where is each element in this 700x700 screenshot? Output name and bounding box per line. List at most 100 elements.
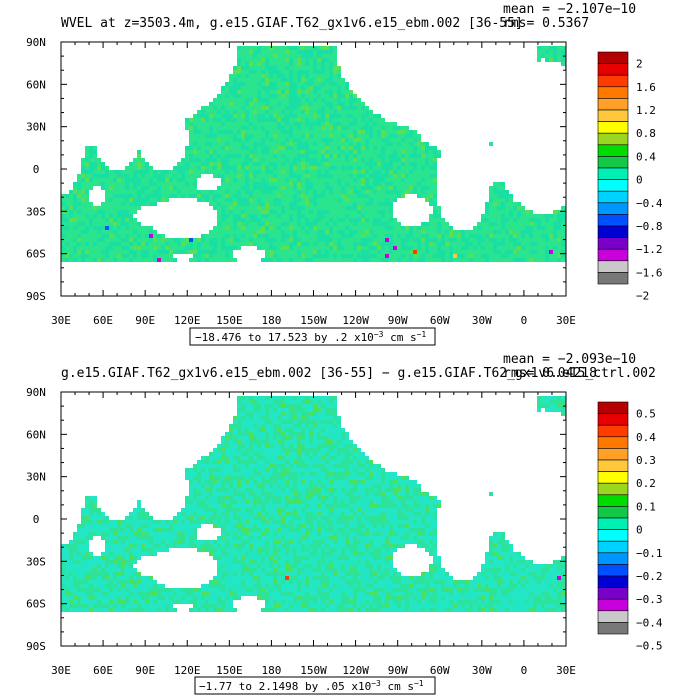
x-tick-label: 0 (521, 664, 528, 677)
y-tick-label: 0 (33, 513, 40, 526)
colorbar-swatch (597, 552, 629, 565)
colorbar-label: −0.5 (636, 640, 663, 653)
colorbar-swatch (597, 74, 629, 88)
panel-top-range-box: −18.476 to 17.523 by .2 x10−3 cm s−1 (189, 327, 436, 346)
x-tick-label: 150W (300, 664, 327, 677)
y-tick-label: 90N (26, 36, 46, 49)
panel-top-rms: rms= 0.5367 (503, 16, 589, 31)
colorbar-label: 0.3 (636, 454, 656, 467)
colorbar-label: 0.2 (636, 477, 656, 490)
x-tick-label: 150E (216, 314, 243, 327)
colorbar-label: 2 (636, 58, 643, 71)
panel-top-mean: mean = −2.107e−10 (503, 2, 636, 17)
x-tick-label: 30W (472, 664, 492, 677)
colorbar-label: −0.4 (636, 197, 663, 210)
colorbar-swatch (597, 424, 629, 438)
x-tick-label: 120E (174, 314, 201, 327)
panel-top: WVEL at z=3503.4m, g.e15.GIAF.T62_gx1v6.… (26, 2, 663, 346)
panel-bottom-mean: mean = −2.093e−10 (503, 352, 636, 367)
panel-top-colorbar: 2 1.6 1.2 0.8 0.4 0 −0.4 −0.8 −1.2 −1.6 −2 (597, 51, 663, 303)
colorbar-label: −0.3 (636, 593, 663, 606)
y-tick-label: 60N (26, 428, 46, 441)
x-tick-label: 90E (135, 314, 155, 327)
y-tick-label: 60S (26, 598, 46, 611)
colorbar-swatch (597, 587, 629, 600)
y-tick-label: 30N (26, 121, 46, 134)
y-tick-label: 0 (33, 163, 40, 176)
colorbar-label: −0.1 (636, 547, 663, 560)
colorbar-swatch (597, 540, 629, 554)
x-tick-label: 180 (261, 664, 281, 677)
colorbar-label: 1.6 (636, 81, 656, 94)
colorbar-swatch (597, 248, 629, 262)
colorbar-swatch (597, 86, 629, 99)
colorbar-swatch (597, 494, 629, 507)
colorbar-swatch (597, 51, 629, 64)
x-tick-label: 30W (472, 314, 492, 327)
colorbar-label: 0 (636, 524, 643, 537)
panel-top-map (61, 42, 566, 296)
y-tick-label: 90S (26, 290, 46, 303)
colorbar-label: −0.2 (636, 570, 663, 583)
colorbar-label: 1.2 (636, 104, 656, 117)
colorbar-swatch (597, 529, 629, 542)
x-tick-label: 90E (135, 664, 155, 677)
colorbar-label: −0.4 (636, 616, 663, 629)
panel-bottom-rms: rms= 0.04218 (503, 366, 597, 381)
colorbar-swatch (597, 459, 629, 472)
colorbar-swatch (597, 214, 629, 227)
y-tick-label: 90N (26, 386, 46, 399)
y-tick-label: 30S (26, 205, 46, 218)
colorbar-label: 0.4 (636, 431, 656, 444)
y-tick-label: 60S (26, 248, 46, 261)
colorbar-swatch (597, 109, 629, 122)
colorbar-label: −1.6 (636, 266, 663, 279)
colorbar-swatch (597, 517, 629, 530)
colorbar-swatch (597, 202, 629, 215)
colorbar-label: −0.8 (636, 220, 663, 233)
colorbar-swatch (597, 610, 629, 623)
x-tick-label: 180 (261, 314, 281, 327)
x-tick-label: 120E (174, 664, 201, 677)
y-tick-label: 90S (26, 640, 46, 653)
colorbar-swatch (597, 506, 629, 519)
x-tick-label: 120W (342, 314, 369, 327)
colorbar-swatch (597, 413, 629, 426)
colorbar-swatch (597, 260, 629, 273)
x-tick-label: 150W (300, 314, 327, 327)
panel-top-field (61, 46, 566, 262)
colorbar-label: −2 (636, 290, 649, 303)
colorbar-swatch (597, 575, 629, 588)
colorbar-swatch (597, 225, 629, 238)
colorbar-swatch (597, 401, 629, 414)
x-tick-label: 90W (388, 314, 408, 327)
x-tick-label: 90W (388, 664, 408, 677)
x-tick-label: 60W (430, 664, 450, 677)
x-tick-label: 60W (430, 314, 450, 327)
colorbar-swatch (597, 237, 629, 250)
colorbar-swatch (597, 272, 629, 285)
colorbar-label: 0.8 (636, 127, 656, 140)
colorbar-swatch (597, 190, 629, 204)
colorbar-swatch (597, 598, 629, 612)
colorbar-swatch (597, 132, 629, 146)
colorbar-swatch (597, 471, 629, 484)
x-tick-label: 150E (216, 664, 243, 677)
panel-top-axes: 30E 60E 90E 120E 150E 180 150W 120W 90W 60W 30W 0 30… (26, 36, 576, 327)
colorbar-label: 0.4 (636, 150, 656, 163)
colorbar-swatch (597, 448, 629, 461)
colorbar-swatch (597, 144, 629, 157)
panel-bottom-axes: 30E 60E 90E 120E 150E 180 150W 120W 90W 60W 30W 0 30… (26, 386, 576, 677)
colorbar-swatch (597, 98, 629, 111)
x-tick-label: 30E (51, 664, 71, 677)
colorbar-label: 0 (636, 174, 643, 187)
y-tick-label: 60N (26, 78, 46, 91)
svg-text:−18.476 to 17.523 by .2 x10−3: −18.476 to 17.523 by .2 x10−3 cm s−1 (195, 330, 426, 344)
x-tick-label: 30E (556, 314, 576, 327)
colorbar-label: 0.5 (636, 408, 656, 421)
panel-bottom-map (61, 392, 566, 646)
colorbar-swatch (597, 436, 629, 449)
x-tick-label: 30E (51, 314, 71, 327)
colorbar-swatch (597, 167, 629, 180)
panel-bottom-title: g.e15.GIAF.T62_gx1v6.e15_ebm.002 [36-55]… (61, 366, 656, 381)
